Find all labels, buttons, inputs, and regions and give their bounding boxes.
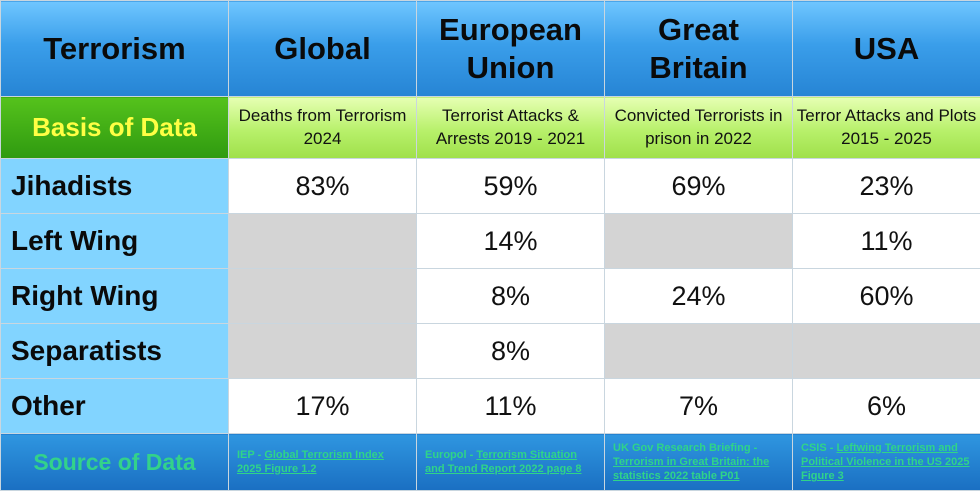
value-cell: [229, 269, 417, 324]
data-row-other: Other 17% 11% 7% 6%: [1, 379, 980, 434]
row-label: Separatists: [1, 324, 229, 379]
value-cell: [793, 324, 980, 379]
corner-header: Terrorism: [1, 1, 229, 97]
header-row: Terrorism Global European Union Great Br…: [1, 1, 980, 97]
basis-usa: Terror Attacks and Plots 2015 - 2025: [793, 97, 980, 159]
region-header-usa: USA: [793, 1, 980, 97]
source-gb: UK Gov Research Briefing - Terrorism in …: [605, 434, 793, 491]
source-org: Europol -: [425, 449, 476, 461]
source-label: Source of Data: [1, 434, 229, 491]
source-row: Source of Data IEP - Global Terrorism In…: [1, 434, 980, 491]
source-usa: CSIS - Leftwing Terrorism and Political …: [793, 434, 980, 491]
source-link-gb[interactable]: Terrorism in Great Britain: the statisti…: [613, 456, 769, 482]
value-cell: 6%: [793, 379, 980, 434]
basis-eu: Terrorist Attacks & Arrests 2019 - 2021: [417, 97, 605, 159]
basis-label: Basis of Data: [1, 97, 229, 159]
row-label: Other: [1, 379, 229, 434]
value-cell: [229, 214, 417, 269]
value-cell: [229, 324, 417, 379]
value-cell: 23%: [793, 159, 980, 214]
data-row-jihadists: Jihadists 83% 59% 69% 23%: [1, 159, 980, 214]
source-eu: Europol - Terrorism Situation and Trend …: [417, 434, 605, 491]
region-header-global: Global: [229, 1, 417, 97]
data-row-left-wing: Left Wing 14% 11%: [1, 214, 980, 269]
region-header-eu: European Union: [417, 1, 605, 97]
value-cell: 14%: [417, 214, 605, 269]
value-cell: 24%: [605, 269, 793, 324]
value-cell: 69%: [605, 159, 793, 214]
row-label: Jihadists: [1, 159, 229, 214]
source-org: CSIS -: [801, 442, 836, 454]
region-header-gb: Great Britain: [605, 1, 793, 97]
source-global: IEP - Global Terrorism Index 2025 Figure…: [229, 434, 417, 491]
basis-global: Deaths from Terrorism 2024: [229, 97, 417, 159]
data-row-right-wing: Right Wing 8% 24% 60%: [1, 269, 980, 324]
source-org: UK Gov Research Briefing -: [613, 442, 757, 454]
value-cell: 8%: [417, 269, 605, 324]
value-cell: 59%: [417, 159, 605, 214]
value-cell: 7%: [605, 379, 793, 434]
data-row-separatists: Separatists 8%: [1, 324, 980, 379]
source-org: IEP -: [237, 449, 264, 461]
row-label: Right Wing: [1, 269, 229, 324]
basis-gb: Convicted Terrorists in prison in 2022: [605, 97, 793, 159]
value-cell: 8%: [417, 324, 605, 379]
value-cell: 11%: [417, 379, 605, 434]
value-cell: [605, 324, 793, 379]
value-cell: 11%: [793, 214, 980, 269]
value-cell: 83%: [229, 159, 417, 214]
value-cell: 60%: [793, 269, 980, 324]
value-cell: [605, 214, 793, 269]
row-label: Left Wing: [1, 214, 229, 269]
value-cell: 17%: [229, 379, 417, 434]
basis-row: Basis of Data Deaths from Terrorism 2024…: [1, 97, 980, 159]
